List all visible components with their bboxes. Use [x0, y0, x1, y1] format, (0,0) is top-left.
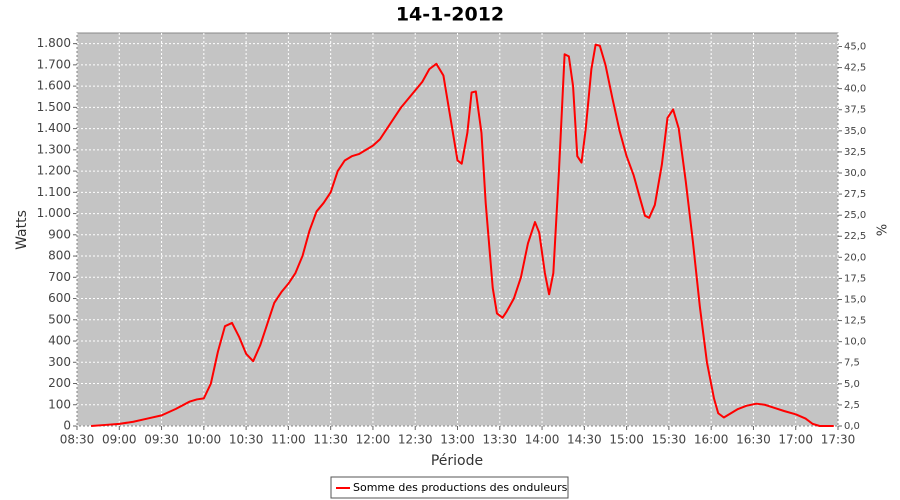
x-tick-label: 16:30	[736, 433, 771, 447]
y-tick-label: 600	[48, 291, 71, 305]
y2-tick-label: 40,0	[844, 84, 866, 95]
y2-tick-label: 35,0	[844, 126, 866, 137]
x-axis-label: Période	[431, 453, 483, 469]
x-tick-label: 17:00	[778, 433, 813, 447]
y-tick-label: 1.000	[37, 206, 71, 220]
y-tick-label: 1.600	[37, 79, 71, 93]
x-tick-label: 11:30	[313, 433, 348, 447]
x-tick-label: 12:00	[356, 433, 391, 447]
y2-tick-label: 45,0	[844, 41, 866, 52]
y2-tick-label: 27,5	[844, 189, 866, 200]
y2-tick-label: 20,0	[844, 252, 866, 263]
x-tick-label: 15:30	[652, 433, 687, 447]
y-tick-label: 500	[48, 312, 71, 326]
y2-tick-label: 10,0	[844, 337, 866, 348]
y-tick-label: 200	[48, 376, 71, 390]
y-tick-label: 0	[63, 419, 71, 433]
y-tick-label: 1.700	[37, 57, 71, 71]
y-tick-label: 1.800	[37, 36, 71, 50]
chart-title: 14-1-2012	[396, 4, 504, 26]
y2-tick-label: 0,0	[844, 421, 860, 432]
series-line	[91, 43, 834, 427]
y-tick-label: 1.100	[37, 185, 71, 199]
y-tick-label: 1.400	[37, 121, 71, 135]
x-tick-label: 17:30	[821, 433, 856, 447]
y2-tick-label: 7,5	[844, 358, 860, 369]
y-tick-label: 300	[48, 355, 71, 369]
y2-tick-label: 15,0	[844, 294, 866, 305]
legend	[330, 476, 569, 499]
y2-tick-label: 17,5	[844, 273, 866, 284]
y-tick-label: 1.300	[37, 142, 71, 156]
y2-tick-label: 25,0	[844, 210, 866, 221]
legend-label: Somme des productions des onduleurs	[353, 481, 568, 494]
y-axis-label: Watts	[14, 210, 30, 250]
y2-axis-label: %	[873, 224, 888, 236]
x-tick-label: 13:30	[482, 433, 517, 447]
y2-tick-label: 12,5	[844, 316, 866, 327]
y-tick-label: 100	[48, 397, 71, 411]
y-tick-label: 900	[48, 227, 71, 241]
x-tick-label: 15:00	[609, 433, 644, 447]
y2-tick-label: 42,5	[844, 63, 866, 74]
x-tick-label: 08:30	[60, 433, 95, 447]
y2-tick-label: 2,5	[844, 400, 860, 411]
y2-tick-label: 22,5	[844, 231, 866, 242]
x-tick-label: 12:30	[398, 433, 433, 447]
x-tick-label: 09:30	[144, 433, 179, 447]
y2-tick-label: 37,5	[844, 105, 866, 116]
y-tick-label: 700	[48, 270, 71, 284]
y-tick-label: 800	[48, 249, 71, 263]
y-tick-label: 1.500	[37, 100, 71, 114]
y2-tick-label: 5,0	[844, 379, 860, 390]
y-tick-label: 1.200	[37, 164, 71, 178]
x-tick-label: 09:00	[102, 433, 137, 447]
y2-tick-label: 30,0	[844, 168, 866, 179]
y2-tick-label: 32,5	[844, 147, 866, 158]
x-tick-label: 16:00	[694, 433, 729, 447]
x-tick-label: 14:30	[567, 433, 602, 447]
x-tick-label: 13:00	[440, 433, 475, 447]
x-tick-label: 11:00	[271, 433, 306, 447]
x-tick-label: 10:00	[187, 433, 222, 447]
y-tick-label: 400	[48, 334, 71, 348]
x-tick-label: 10:30	[229, 433, 264, 447]
x-tick-label: 14:00	[525, 433, 560, 447]
